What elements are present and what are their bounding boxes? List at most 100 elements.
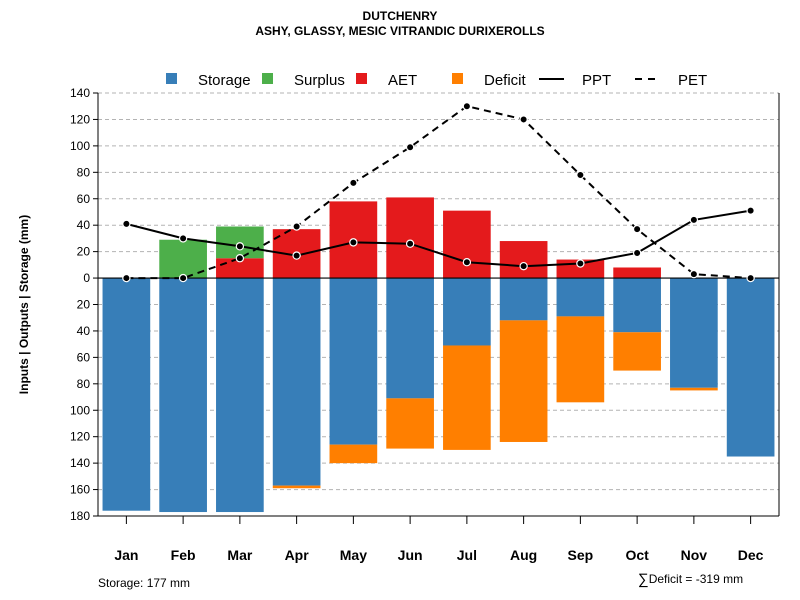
ppt-point	[349, 238, 358, 247]
legend-pet-label: PET	[678, 72, 707, 89]
legend-ppt-label: PPT	[582, 72, 611, 89]
legend-surplus-swatch	[262, 73, 273, 84]
deficit-bar	[499, 320, 548, 442]
y-tick-label: 40	[77, 324, 91, 338]
y-tick-label: 20	[77, 245, 91, 259]
plot-frame	[98, 93, 780, 517]
x-tick-label: Oct	[625, 547, 649, 563]
x-tick-label: Dec	[738, 547, 764, 563]
y-tick-label: 120	[70, 430, 90, 444]
ppt-point	[178, 234, 188, 243]
storage-bar	[443, 278, 491, 346]
x-tick-label: Jun	[398, 547, 423, 563]
y-tick-label: 0	[83, 271, 90, 285]
legend-deficit-swatch	[452, 73, 463, 84]
pet-point	[746, 273, 755, 283]
y-tick-label: 100	[70, 139, 90, 153]
aet-bar	[499, 241, 548, 279]
deficit-bar	[613, 332, 661, 371]
x-tick-label: Jul	[457, 547, 477, 563]
pet-point	[292, 222, 301, 231]
pet-point	[122, 273, 131, 283]
ppt-point	[746, 206, 755, 215]
ppt-point	[462, 258, 472, 267]
y-tick-label: 180	[70, 509, 90, 523]
pet-point	[405, 142, 415, 152]
bars	[102, 197, 775, 513]
ppt-point	[405, 239, 415, 248]
pet-point	[349, 178, 358, 188]
storage-bar	[670, 278, 718, 388]
legend-storage-swatch	[166, 73, 177, 84]
y-tick-label: 80	[77, 165, 91, 179]
y-tick-label: 60	[77, 192, 91, 206]
storage-bar	[159, 278, 207, 513]
deficit-bar	[386, 398, 434, 449]
legend: Storage Surplus AET Deficit PPT PET	[166, 72, 707, 89]
ppt-point	[235, 242, 245, 251]
y-tick-label: 80	[77, 377, 91, 391]
ppt-point	[122, 219, 131, 229]
y-tick-label: 140	[70, 86, 90, 100]
x-tick-label: May	[340, 547, 367, 563]
aet-bar	[216, 258, 264, 279]
ppt-point	[292, 251, 301, 260]
deficit-text: Deficit = -319 mm	[648, 572, 744, 586]
pet-point	[689, 269, 699, 279]
axes: 140 120 100 80 60 40 20 0 20 40 60 80 100 120 140 160 18…	[17, 86, 764, 563]
x-tick-label: Apr	[285, 547, 310, 563]
storage-bar	[726, 278, 775, 457]
storage-bar	[556, 278, 605, 317]
y-tick-label: 120	[70, 112, 90, 126]
aet-bar	[613, 267, 661, 279]
legend-aet-swatch	[356, 73, 367, 84]
pet-point	[235, 254, 245, 263]
pet-line	[126, 105, 751, 280]
pet-point	[632, 224, 642, 234]
ppt-point	[689, 215, 699, 225]
deficit-bar	[443, 345, 491, 450]
storage-note: Storage: 177 mm	[98, 576, 191, 590]
chart-subtitle: ASHY, GLASSY, MESIC VITRANDIC DURIXEROLL…	[255, 24, 545, 38]
deficit-bar	[272, 485, 321, 489]
pet-point	[178, 273, 188, 283]
storage-bar	[499, 278, 548, 321]
x-tick-label: Aug	[510, 547, 537, 563]
deficit-note: ∑Deficit = -319 mm	[638, 571, 743, 588]
ppt-point	[519, 261, 528, 271]
storage-bar	[329, 278, 378, 445]
legend-surplus-label: Surplus	[294, 72, 345, 89]
x-tick-label: Feb	[171, 547, 196, 563]
x-tick-label: Mar	[227, 547, 252, 563]
x-tick-label: Sep	[568, 547, 594, 563]
aet-bar	[443, 210, 491, 279]
y-tick-label: 60	[77, 350, 91, 364]
y-tick-label: 100	[70, 403, 90, 417]
y-tick-label: 40	[77, 218, 91, 232]
y-axis-label: Inputs | Outputs | Storage (mm)	[17, 215, 31, 394]
y-tick-label: 140	[70, 456, 90, 470]
storage-bar	[216, 278, 264, 513]
pet-point	[576, 170, 585, 180]
storage-bar	[102, 278, 151, 511]
storage-bar	[272, 278, 321, 486]
x-tick-label: Nov	[681, 547, 708, 563]
ppt-line	[126, 209, 751, 268]
lines	[122, 102, 755, 283]
ppt-point	[576, 259, 585, 268]
legend-deficit-label: Deficit	[484, 72, 527, 89]
legend-aet-label: AET	[388, 72, 417, 89]
sum-symbol: ∑	[638, 571, 649, 588]
pet-point	[519, 115, 528, 124]
legend-storage-label: Storage	[198, 72, 251, 89]
storage-bar	[386, 278, 434, 399]
y-tick-label: 160	[70, 483, 90, 497]
aet-bar	[386, 197, 434, 279]
chart-title: DUTCHENRY	[362, 9, 438, 23]
x-tick-label: Jan	[114, 547, 138, 563]
storage-bar	[613, 278, 661, 333]
pet-point	[462, 102, 472, 111]
ppt-point	[632, 248, 642, 258]
y-tick-label: 20	[77, 298, 91, 312]
